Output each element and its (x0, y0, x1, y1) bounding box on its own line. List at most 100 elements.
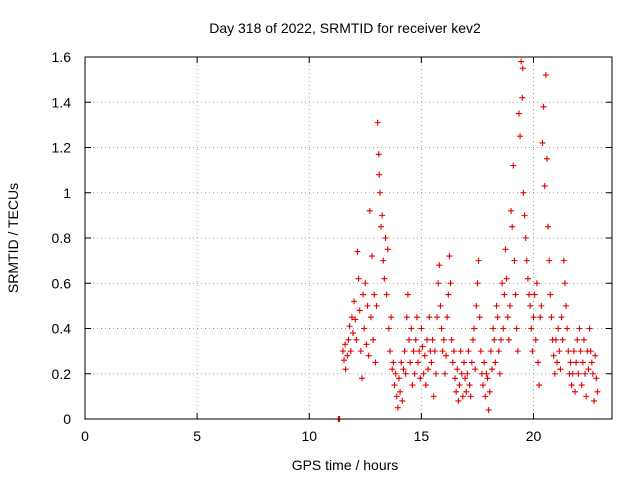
data-point (560, 257, 567, 264)
data-point (545, 223, 552, 230)
data-point (499, 280, 506, 287)
data-point (342, 341, 349, 348)
y-tick-label: 1.4 (52, 94, 72, 110)
data-point (558, 314, 565, 321)
data-point (466, 382, 473, 389)
data-point (398, 359, 405, 366)
data-point (508, 207, 515, 214)
data-point (431, 348, 438, 355)
data-point (446, 253, 453, 260)
data-point (477, 348, 484, 355)
data-point (539, 139, 546, 146)
y-tick-labels: 0 0.2 0.4 0.6 0.8 1 1.2 1.4 1.6 (52, 49, 72, 427)
data-point (532, 336, 539, 343)
data-point (348, 314, 355, 321)
data-point (393, 393, 400, 400)
data-point (435, 280, 442, 287)
data-point (512, 291, 519, 298)
data-point (385, 325, 392, 332)
data-point (436, 262, 443, 269)
data-point (517, 133, 524, 140)
data-point (378, 223, 385, 230)
y-tick-label: 1.2 (52, 140, 72, 156)
data-point (459, 393, 466, 400)
data-point (360, 291, 367, 298)
data-point (504, 314, 511, 321)
data-point (473, 302, 480, 309)
data-point (447, 280, 454, 287)
data-point (452, 375, 459, 382)
data-point (526, 291, 533, 298)
data-point (392, 370, 399, 377)
data-point (570, 348, 577, 355)
y-axis-label: SRMTID / TECUs (5, 183, 21, 293)
data-point (494, 314, 501, 321)
data-point (374, 119, 381, 126)
y-tick-label: 1.6 (52, 49, 72, 65)
data-point (339, 348, 346, 355)
data-point (443, 352, 450, 359)
data-point (418, 325, 425, 332)
data-point (571, 388, 578, 395)
data-point (587, 348, 594, 355)
x-tick-label: 15 (414, 428, 430, 444)
data-point (483, 370, 490, 377)
data-point (502, 246, 509, 253)
data-point (491, 336, 498, 343)
data-point (462, 375, 469, 382)
data-point (552, 336, 559, 343)
data-point (563, 302, 570, 309)
data-point (529, 348, 536, 355)
data-point (408, 325, 415, 332)
data-point (586, 325, 593, 332)
y-tick-label: 0.8 (52, 230, 72, 246)
data-point (573, 359, 580, 366)
data-point (482, 393, 489, 400)
data-point (489, 366, 496, 373)
data-point (594, 388, 601, 395)
data-point (487, 348, 494, 355)
data-point (391, 382, 398, 389)
data-point (362, 280, 369, 287)
data-point (434, 314, 441, 321)
data-point (421, 352, 428, 359)
x-tick-label: 10 (301, 428, 317, 444)
data-point (546, 257, 553, 264)
data-point (564, 325, 571, 332)
data-point (557, 366, 564, 373)
plot-frame (84, 56, 613, 420)
data-point (463, 388, 470, 395)
data-point (490, 325, 497, 332)
data-point (344, 352, 351, 359)
data-point (372, 359, 379, 366)
data-point (541, 182, 548, 189)
data-point (346, 323, 353, 330)
data-point (345, 336, 352, 343)
data-point (540, 103, 547, 110)
data-point (406, 336, 413, 343)
data-point (519, 65, 526, 72)
data-point (481, 359, 488, 366)
data-point (454, 366, 461, 373)
data-point (518, 58, 525, 65)
data-point (576, 325, 583, 332)
x-tick-label: 0 (81, 428, 89, 444)
data-point (592, 352, 599, 359)
x-axis-label: GPS time / hours (292, 457, 399, 473)
data-point (530, 314, 537, 321)
data-point (509, 223, 516, 230)
data-point (531, 291, 538, 298)
data-points (335, 58, 601, 422)
data-point (561, 280, 568, 287)
data-point (419, 343, 426, 350)
data-point (430, 393, 437, 400)
data-point (416, 348, 423, 355)
data-point (366, 207, 373, 214)
data-point (536, 382, 543, 389)
data-point (425, 366, 432, 373)
data-point (370, 336, 377, 343)
data-point (575, 370, 582, 377)
data-point (455, 397, 462, 404)
data-point (542, 72, 549, 79)
